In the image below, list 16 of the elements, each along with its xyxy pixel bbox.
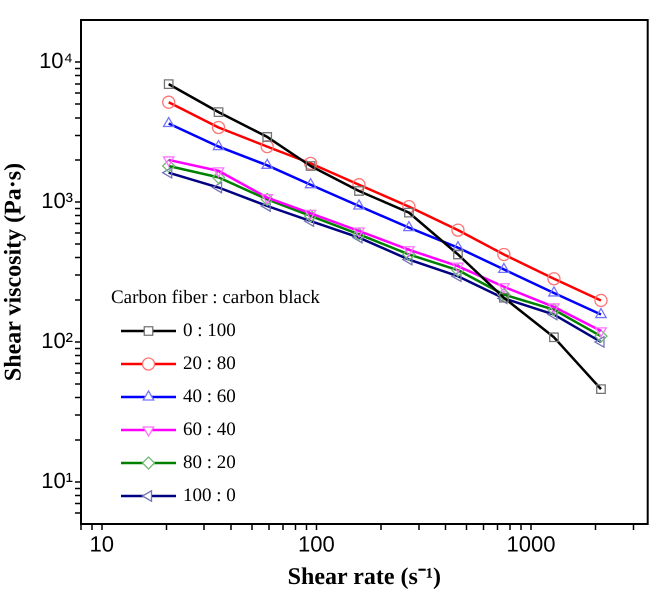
x-axis-title: Shear rate (s⁻¹) [288, 564, 442, 590]
legend-label: 40 : 60 [183, 386, 236, 407]
y-tick-label: 10¹ [41, 468, 73, 493]
x-tick-label: 10 [90, 531, 114, 556]
y-tick-label: 10² [41, 328, 73, 354]
y-tick-label: 10⁴ [39, 48, 73, 74]
legend-label: 60 : 40 [183, 418, 236, 440]
legend-label: 0 : 100 [183, 320, 236, 341]
x-tick-label: 1000 [506, 531, 556, 556]
x-tick-label: 100 [298, 531, 335, 556]
legend-label: 20 : 80 [183, 352, 236, 374]
legend-label: 80 : 20 [183, 452, 236, 473]
legend-label: 100 : 0 [183, 484, 236, 506]
legend-title: Carbon fiber : carbon black [111, 286, 320, 308]
y-tick-label: 10³ [41, 188, 73, 214]
y-axis-title: Shear viscosity (Pa·s) [0, 162, 27, 382]
